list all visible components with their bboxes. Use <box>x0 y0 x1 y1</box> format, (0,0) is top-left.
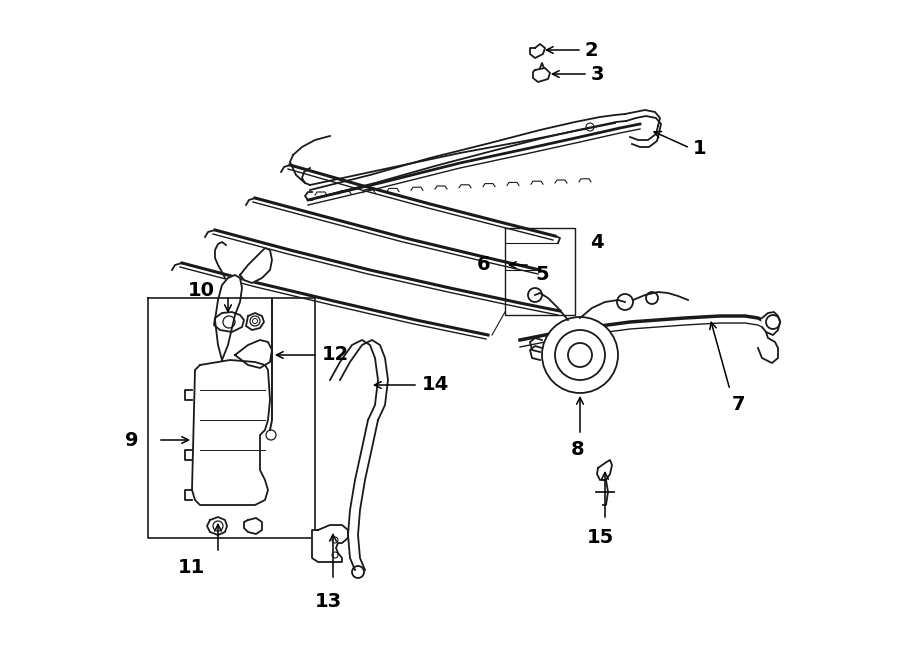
Polygon shape <box>312 525 348 562</box>
Polygon shape <box>597 460 612 480</box>
Polygon shape <box>207 517 227 535</box>
Text: 12: 12 <box>322 346 349 364</box>
Polygon shape <box>758 332 778 363</box>
Text: 10: 10 <box>188 280 215 299</box>
Polygon shape <box>235 340 272 368</box>
Text: 9: 9 <box>124 430 138 449</box>
Polygon shape <box>244 518 262 534</box>
Text: 11: 11 <box>178 558 205 577</box>
Text: 7: 7 <box>732 395 745 414</box>
Text: 4: 4 <box>590 233 604 253</box>
Polygon shape <box>762 312 780 335</box>
Text: 5: 5 <box>535 266 549 284</box>
Text: 6: 6 <box>476 256 490 274</box>
Text: 1: 1 <box>693 139 706 157</box>
Polygon shape <box>215 275 242 360</box>
Polygon shape <box>214 312 244 332</box>
Text: 2: 2 <box>585 40 598 59</box>
Polygon shape <box>533 68 550 82</box>
Text: 13: 13 <box>314 592 342 611</box>
Polygon shape <box>530 44 545 58</box>
Text: 15: 15 <box>587 528 614 547</box>
Polygon shape <box>192 360 270 505</box>
Text: 14: 14 <box>422 375 449 395</box>
Text: 8: 8 <box>572 440 585 459</box>
Circle shape <box>542 317 618 393</box>
Polygon shape <box>240 248 272 283</box>
Polygon shape <box>246 313 264 330</box>
Text: 3: 3 <box>591 65 605 83</box>
